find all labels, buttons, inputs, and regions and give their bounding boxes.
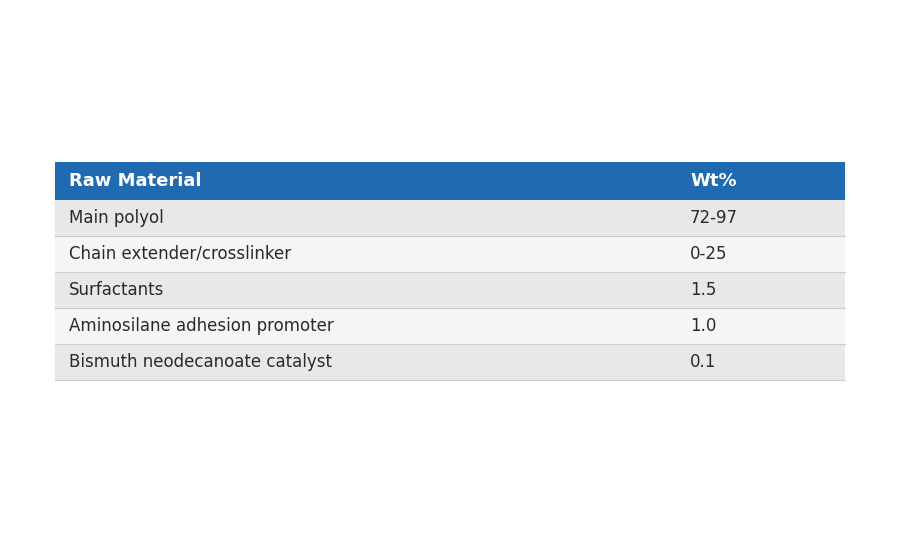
Bar (55, 200, 845, 236)
Text: Chain extender/crosslinker: Chain extender/crosslinker (69, 245, 291, 263)
Text: Surfactants: Surfactants (69, 281, 165, 299)
Text: 0-25: 0-25 (690, 245, 727, 263)
Text: 0.1: 0.1 (690, 353, 716, 371)
Text: Main polyol: Main polyol (69, 209, 164, 227)
Bar (55, 344, 845, 380)
Bar (55, 236, 845, 272)
Text: Raw Material: Raw Material (69, 172, 202, 190)
Text: Wt%: Wt% (690, 172, 736, 190)
Bar (55, 272, 845, 308)
Text: Aminosilane adhesion promoter: Aminosilane adhesion promoter (69, 317, 334, 335)
Bar (55, 308, 845, 344)
Text: 72-97: 72-97 (690, 209, 738, 227)
Text: 1.0: 1.0 (690, 317, 716, 335)
Bar (55, 162, 845, 200)
Text: 1.5: 1.5 (690, 281, 716, 299)
Text: Bismuth neodecanoate catalyst: Bismuth neodecanoate catalyst (69, 353, 332, 371)
